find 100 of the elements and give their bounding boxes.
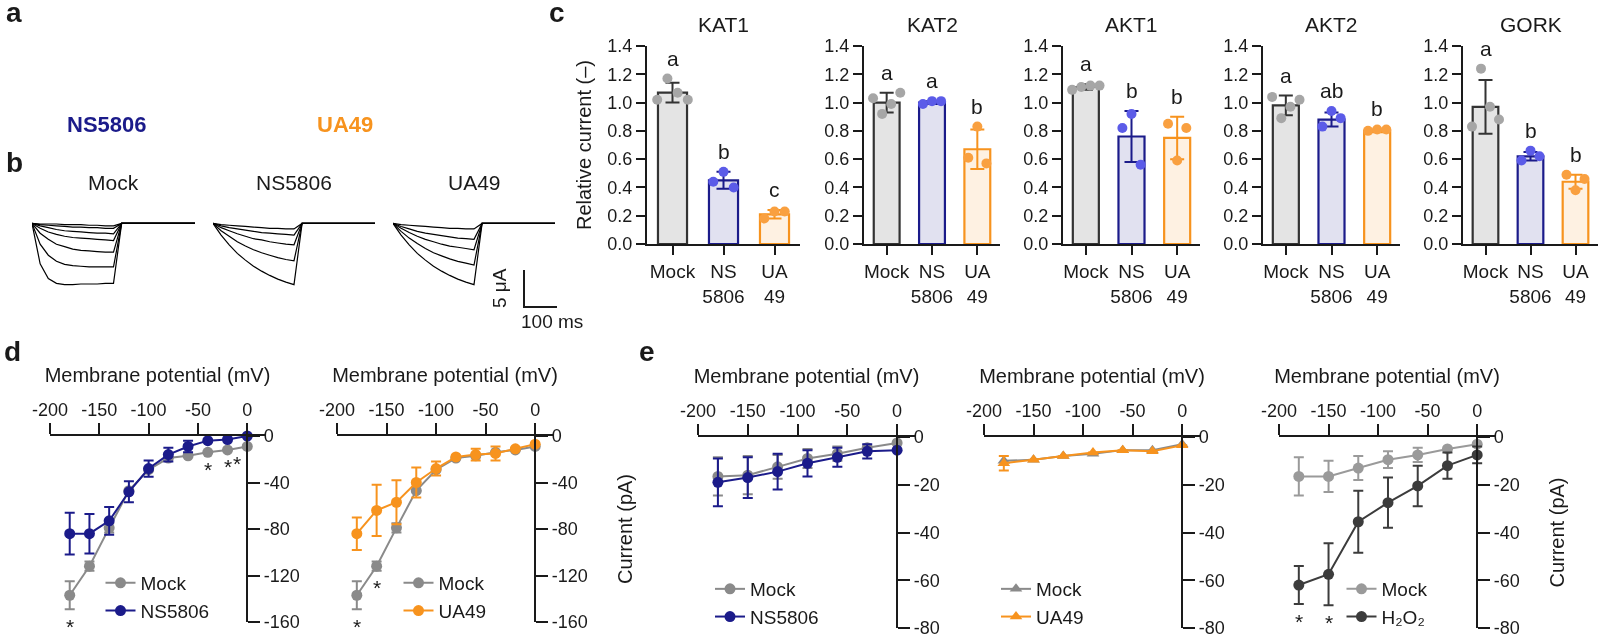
annotation: b bbox=[1171, 85, 1183, 108]
y-tick-label: 1.2 bbox=[1223, 64, 1249, 85]
legend-label: Mock bbox=[438, 573, 485, 595]
y-tick-label: 1.4 bbox=[1423, 36, 1449, 57]
annotation: * bbox=[66, 615, 75, 638]
annotation: ab bbox=[1320, 79, 1344, 102]
legend-label: Mock bbox=[140, 573, 187, 595]
y-tick-label: 0.2 bbox=[1023, 206, 1049, 227]
y-tick-label: 1.0 bbox=[607, 92, 633, 113]
x-tick-label: -200 bbox=[679, 400, 717, 421]
category-label: UA49 bbox=[317, 112, 374, 137]
y-tick-label: 0.2 bbox=[824, 206, 850, 227]
annotation: b bbox=[971, 95, 983, 118]
y-tick-label: 0.0 bbox=[1023, 234, 1049, 255]
y-tick-label: 1.4 bbox=[1223, 36, 1249, 57]
x-tick-label: NS 5806 bbox=[910, 260, 954, 307]
x-tick-label: -100 bbox=[1360, 400, 1397, 421]
chart-title: UA49 bbox=[448, 171, 501, 194]
y-tick-label: -80 bbox=[913, 618, 940, 639]
x-tick-label: 0 bbox=[1472, 400, 1483, 421]
chart-title: KAT2 bbox=[907, 13, 958, 36]
y-tick-label: 0.0 bbox=[824, 234, 850, 255]
text: e bbox=[639, 336, 655, 367]
y-axis-title: Current (pA) bbox=[1545, 477, 1568, 588]
x-tick-label: Mock bbox=[1263, 260, 1310, 282]
x-axis-title: Membrane potential (mV) bbox=[1274, 364, 1500, 387]
x-tick-label: NS 5806 bbox=[1310, 260, 1353, 307]
x-tick-label: Mock bbox=[863, 260, 910, 282]
annotation: b bbox=[718, 140, 730, 163]
chart-title: AKT1 bbox=[1105, 13, 1158, 36]
y-tick-label: 0.6 bbox=[1023, 149, 1049, 170]
legend-label: Mock bbox=[750, 579, 796, 601]
y-tick-label: 1.4 bbox=[824, 36, 850, 57]
x-tick-label: NS 5806 bbox=[702, 260, 745, 307]
chart-title: NS5806 bbox=[256, 171, 332, 194]
y-tick-label: 0.4 bbox=[1423, 177, 1449, 198]
y-tick-label: -20 bbox=[1493, 475, 1520, 496]
annotation: * bbox=[204, 458, 213, 481]
y-tick-label: 0.8 bbox=[1223, 121, 1249, 142]
y-tick-label: 0.6 bbox=[1223, 149, 1249, 170]
y-tick-label: 1.0 bbox=[824, 92, 850, 113]
annotation: * bbox=[1295, 610, 1304, 633]
y-tick-label: -20 bbox=[913, 475, 940, 496]
x-tick-label: -50 bbox=[184, 399, 211, 420]
y-axis-title: Current (pA) bbox=[613, 473, 636, 585]
y-tick-label: -60 bbox=[1493, 570, 1520, 591]
annotation: * bbox=[373, 576, 382, 599]
legend-label: UA49 bbox=[438, 600, 487, 622]
annotation: a bbox=[926, 69, 938, 92]
y-tick-label: 0.2 bbox=[607, 206, 633, 227]
text: c bbox=[549, 0, 565, 28]
x-tick-label: -150 bbox=[1310, 400, 1347, 421]
y-tick-label: 0.0 bbox=[1423, 234, 1449, 255]
y-tick-label: -120 bbox=[551, 565, 588, 586]
text: d bbox=[4, 336, 22, 367]
text: a bbox=[6, 0, 22, 28]
x-tick-label: NS 5806 bbox=[1110, 260, 1153, 307]
x-tick-label: -50 bbox=[472, 399, 499, 420]
legend-label: Mock bbox=[1381, 579, 1428, 601]
x-axis-title: Membrane potential (mV) bbox=[693, 364, 920, 387]
y-tick-label: 1.2 bbox=[1423, 64, 1449, 85]
y-tick-label: 0 bbox=[913, 427, 924, 448]
y-tick-label: -80 bbox=[1493, 618, 1520, 639]
x-tick-label: -50 bbox=[1414, 400, 1441, 421]
y-tick-label: 0 bbox=[263, 426, 274, 447]
y-tick-label: 0.2 bbox=[1223, 206, 1249, 227]
annotation: * bbox=[1325, 611, 1334, 634]
x-tick-label: Mock bbox=[1462, 260, 1509, 282]
annotation: * bbox=[353, 615, 362, 638]
y-tick-label: 0 bbox=[1198, 427, 1209, 448]
x-tick-label: UA 49 bbox=[1163, 260, 1191, 307]
x-tick-label: Mock bbox=[1063, 260, 1110, 282]
annotation: * bbox=[233, 452, 242, 475]
y-tick-label: 0.0 bbox=[1223, 234, 1249, 255]
y-tick-label: 1.0 bbox=[1023, 92, 1049, 113]
y-tick-label: -60 bbox=[913, 570, 940, 591]
text: b bbox=[6, 147, 24, 178]
x-tick-label: UA 49 bbox=[1562, 260, 1590, 307]
chart-title: AKT2 bbox=[1305, 13, 1358, 36]
annotation: a bbox=[1080, 52, 1092, 75]
y-tick-label: -40 bbox=[1493, 522, 1520, 543]
x-axis-title: Membrane potential (mV) bbox=[44, 363, 271, 386]
y-tick-label: 0.8 bbox=[1423, 121, 1449, 142]
y-tick-label: -80 bbox=[551, 519, 578, 540]
legend-label: UA49 bbox=[1036, 606, 1084, 628]
chart-title: GORK bbox=[1500, 13, 1562, 36]
legend-label: Mock bbox=[1036, 579, 1082, 601]
y-tick-label: 0.8 bbox=[1023, 121, 1049, 142]
y-tick-label: 1.4 bbox=[607, 36, 633, 57]
x-tick-label: -200 bbox=[31, 399, 69, 420]
y-tick-label: -120 bbox=[263, 565, 300, 586]
x-tick-label: -100 bbox=[1065, 400, 1102, 421]
y-tick-label: 1.2 bbox=[607, 64, 633, 85]
annotation: b bbox=[1126, 79, 1138, 102]
y-tick-label: -160 bbox=[263, 612, 300, 633]
y-tick-label: 0.4 bbox=[824, 177, 850, 198]
x-tick-label: -200 bbox=[318, 399, 356, 420]
x-tick-label: 0 bbox=[530, 399, 541, 420]
y-tick-label: 0.6 bbox=[607, 149, 633, 170]
y-tick-label: -40 bbox=[1198, 522, 1225, 543]
